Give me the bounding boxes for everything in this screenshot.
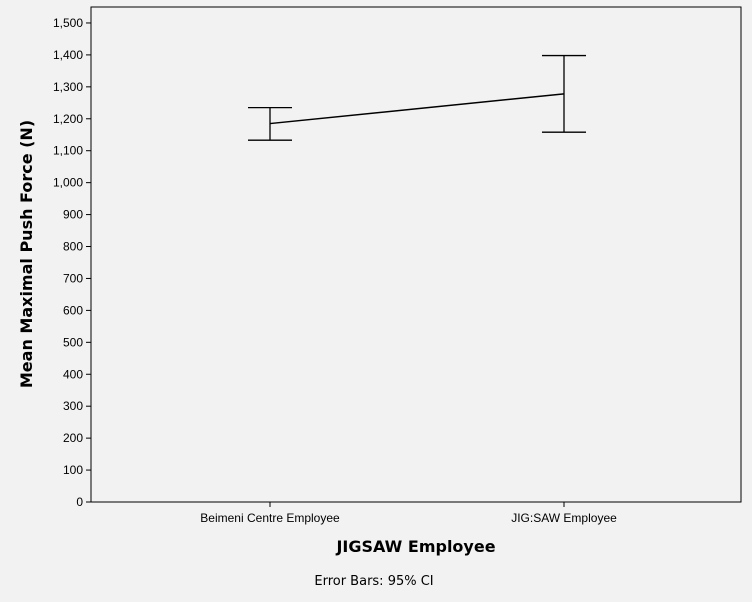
y-tick-label: 600 [63, 303, 83, 317]
x-tick-label: Beimeni Centre Employee [200, 511, 340, 525]
y-axis-title: Mean Maximal Push Force (N) [17, 120, 36, 388]
error-bars-note: Error Bars: 95% CI [314, 574, 433, 589]
series-line [269, 93, 565, 125]
y-tick-label: 1,300 [53, 80, 83, 94]
y-tick-label: 500 [63, 335, 83, 349]
y-tick-label: 300 [63, 399, 83, 413]
y-tick-label: 400 [63, 367, 83, 381]
plot-area [90, 6, 742, 503]
y-tick-label: 100 [63, 463, 83, 477]
y-tick-label: 1,400 [53, 48, 83, 62]
y-tick-label: 0 [76, 495, 83, 509]
y-tick-label: 1,200 [53, 112, 83, 126]
y-tick-label: 700 [63, 271, 83, 285]
x-axis-title: JIGSAW Employee [335, 537, 495, 556]
y-axis: 0 100 200 300 400 500 600 700 800 900 1,000 1,100 1,… [53, 16, 91, 509]
y-tick-label: 200 [63, 431, 83, 445]
series-layer [248, 54, 586, 141]
y-tick-label: 800 [63, 240, 83, 254]
y-tick-label: 1,100 [53, 144, 83, 158]
y-tick-label: 1,500 [53, 16, 83, 30]
x-axis: Beimeni Centre Employee JIG:SAW Employee [200, 502, 617, 525]
y-tick-label: 900 [63, 208, 83, 222]
y-tick-label: 1,000 [53, 176, 83, 190]
x-tick-label: JIG:SAW Employee [511, 511, 617, 525]
